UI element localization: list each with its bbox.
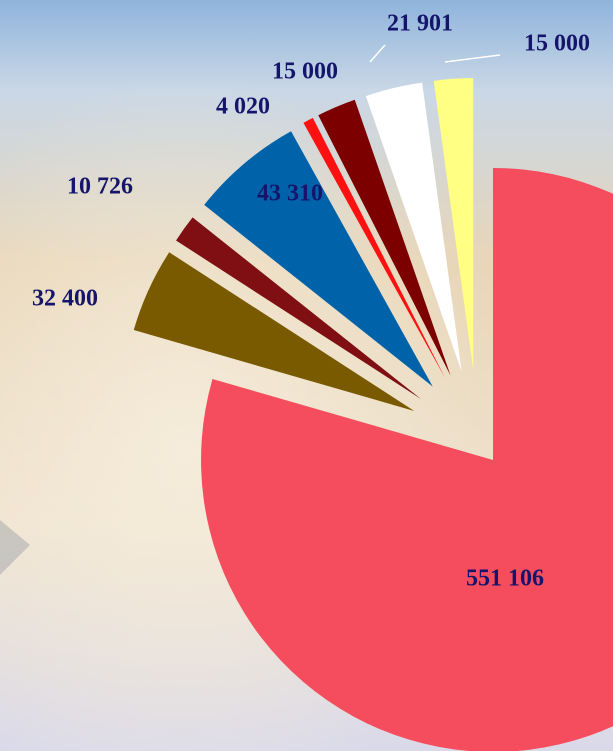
data-label: 43 310 [257, 181, 323, 207]
pie-slice [433, 78, 474, 371]
decoration [0, 520, 30, 575]
data-label: 21 901 [387, 11, 453, 37]
data-label: 32 400 [32, 286, 98, 312]
data-label: 15 000 [524, 31, 590, 57]
data-label: 10 726 [67, 174, 133, 200]
leader-line [369, 44, 386, 63]
data-label: 15 000 [272, 59, 338, 85]
pie-slice [176, 217, 422, 400]
pie-slice [318, 99, 451, 376]
data-label: 551 106 [466, 566, 544, 592]
leader-line [444, 54, 501, 63]
data-label: 4 020 [216, 94, 270, 120]
pie-slice [133, 252, 415, 411]
pie-slice [204, 131, 433, 387]
pie-slice [303, 117, 446, 379]
pie-slice [365, 82, 462, 372]
pie-slice [201, 167, 613, 751]
